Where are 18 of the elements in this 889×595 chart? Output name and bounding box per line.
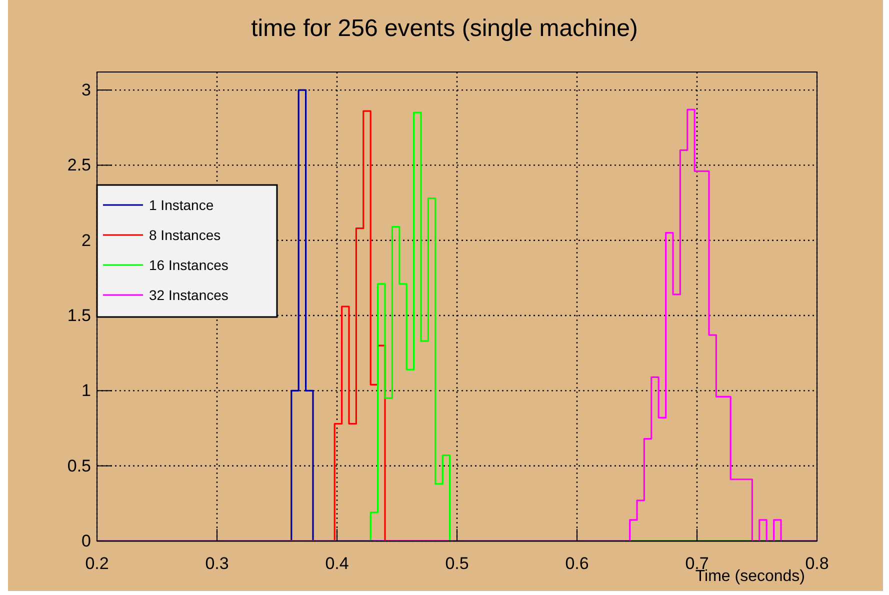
x-tick-label: 0.2 [85, 554, 109, 574]
y-tick-label: 2.5 [67, 156, 91, 175]
y-tick-label: 0 [82, 531, 91, 550]
y-tick-label: 1 [82, 381, 91, 400]
y-tick-label: 0.5 [67, 456, 91, 476]
legend-label: 1 Instance [149, 197, 214, 213]
x-tick-label: 0.6 [565, 554, 589, 574]
y-tick-label: 2 [82, 230, 91, 250]
chart-title: time for 256 events (single machine) [251, 15, 638, 42]
y-tick-label: 3 [82, 80, 91, 100]
x-tick-label: 0.8 [805, 554, 829, 574]
legend-label: 8 Instances [149, 227, 221, 243]
legend-label: 16 Instances [149, 257, 228, 273]
x-tick-label: 0.4 [325, 554, 349, 574]
x-tick-label: 0.5 [445, 554, 469, 574]
legend-label: 32 Instances [149, 287, 228, 303]
y-tick-label: 1.5 [67, 306, 91, 325]
x-tick-label: 0.3 [205, 554, 229, 574]
